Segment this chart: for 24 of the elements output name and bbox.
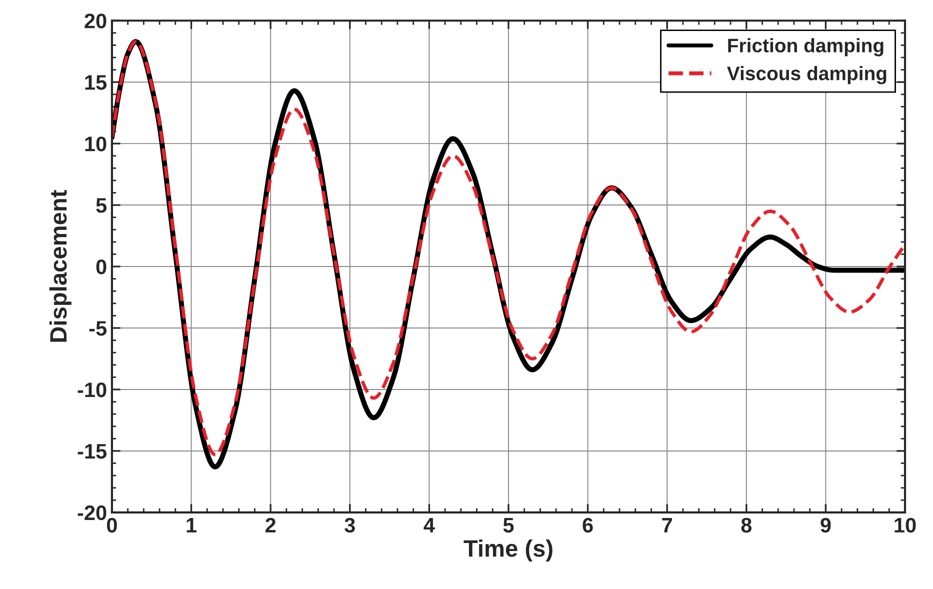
x-tick-label: 2 (266, 518, 276, 532)
y-tick-label: 5 (96, 198, 107, 213)
x-tick-label: 0 (106, 518, 117, 533)
y-axis-title: Displacement (49, 190, 72, 342)
x-tick-label: 6 (582, 518, 593, 533)
x-tick-label: 4 (424, 518, 435, 532)
x-tick-label: 9 (820, 518, 831, 533)
y-tick-label: 10 (85, 136, 106, 152)
x-axis-title: Time (s) (464, 539, 552, 562)
x-tick-label: 3 (344, 518, 355, 533)
y-tick-label: -5 (89, 321, 107, 336)
x-tick-label: 10 (894, 518, 916, 533)
y-tick-label: 0 (96, 260, 106, 274)
y-tick-label: -20 (78, 505, 106, 520)
x-tick-label: 1 (186, 518, 196, 532)
y-tick-label: 15 (85, 75, 107, 90)
x-tick-label: 7 (662, 518, 672, 532)
legend-label: Viscous damping (727, 66, 886, 84)
legend-label: Friction damping (728, 38, 884, 56)
x-tick-label: 5 (503, 518, 514, 533)
x-tick-label: 8 (741, 518, 752, 533)
y-tick-label: -10 (78, 382, 106, 398)
y-tick-label: 20 (84, 14, 106, 28)
y-tick-label: -15 (78, 444, 107, 459)
